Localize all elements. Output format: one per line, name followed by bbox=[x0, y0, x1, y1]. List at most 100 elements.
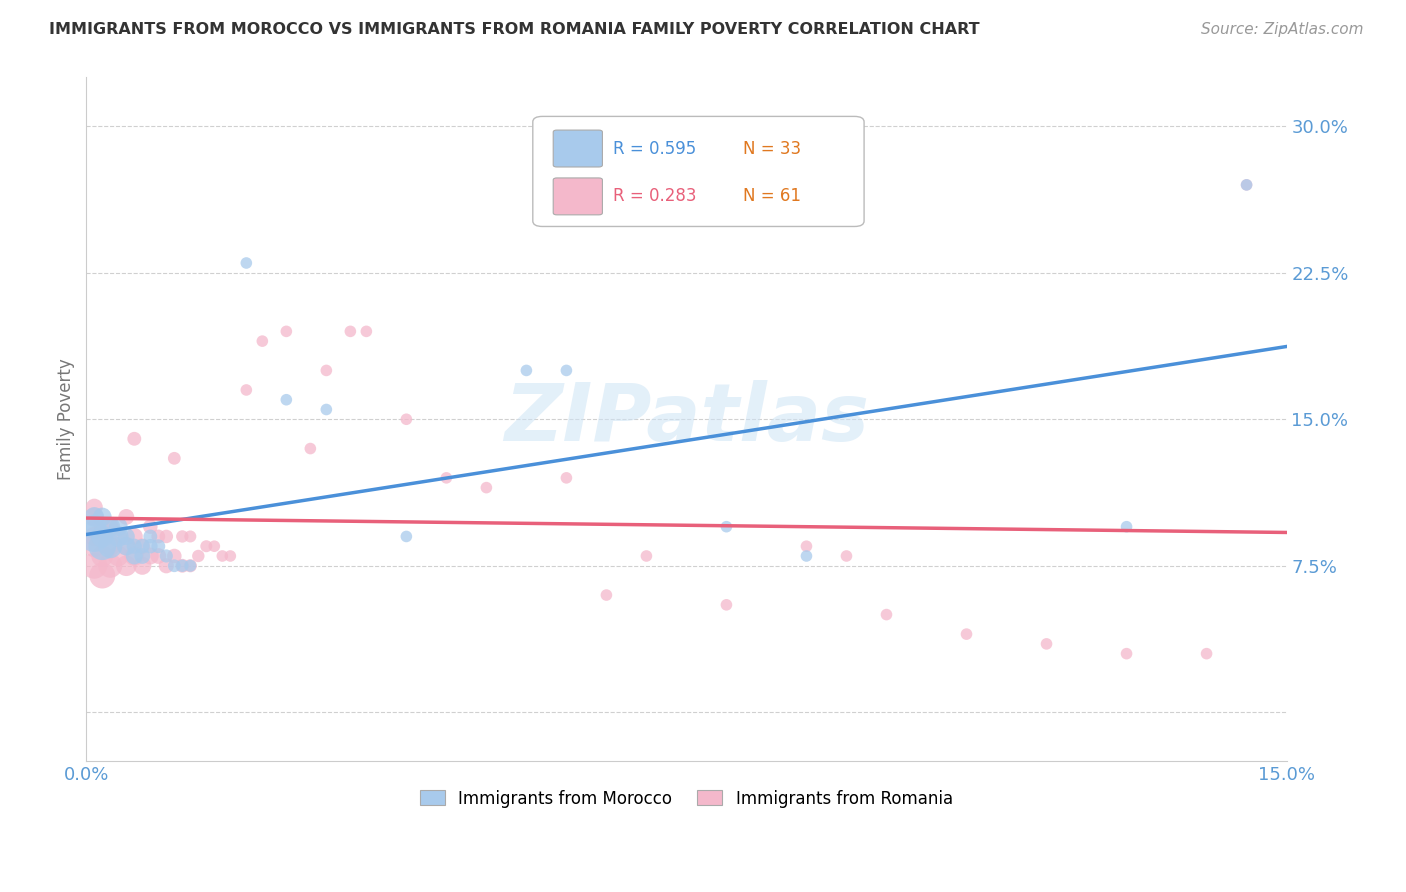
Point bbox=[139, 519, 162, 533]
Point bbox=[172, 558, 194, 573]
Point bbox=[139, 529, 162, 543]
Point bbox=[98, 539, 121, 553]
Point bbox=[91, 529, 114, 543]
Point bbox=[115, 558, 138, 573]
Point bbox=[98, 519, 121, 533]
Point bbox=[83, 539, 105, 553]
Point bbox=[155, 529, 177, 543]
Point bbox=[148, 549, 170, 563]
Point bbox=[1236, 178, 1258, 192]
Point bbox=[315, 363, 337, 377]
Point bbox=[395, 529, 418, 543]
Point bbox=[315, 402, 337, 417]
Point bbox=[1115, 647, 1137, 661]
Point bbox=[148, 529, 170, 543]
Point bbox=[876, 607, 898, 622]
Point bbox=[98, 539, 121, 553]
Point bbox=[716, 598, 738, 612]
Point bbox=[955, 627, 977, 641]
Point bbox=[124, 539, 146, 553]
Point bbox=[163, 558, 186, 573]
Point bbox=[83, 558, 105, 573]
Point bbox=[107, 529, 129, 543]
Point bbox=[211, 549, 233, 563]
Text: Source: ZipAtlas.com: Source: ZipAtlas.com bbox=[1201, 22, 1364, 37]
Text: ZIPatlas: ZIPatlas bbox=[503, 380, 869, 458]
Point bbox=[98, 558, 121, 573]
Point bbox=[107, 549, 129, 563]
Point bbox=[148, 539, 170, 553]
Point bbox=[91, 519, 114, 533]
Point bbox=[131, 539, 153, 553]
Point bbox=[139, 549, 162, 563]
Point bbox=[636, 549, 658, 563]
Text: R = 0.595: R = 0.595 bbox=[613, 139, 696, 158]
Point bbox=[276, 392, 298, 407]
Point bbox=[195, 539, 218, 553]
Point bbox=[1236, 178, 1258, 192]
Point bbox=[172, 558, 194, 573]
Point bbox=[131, 549, 153, 563]
Point bbox=[83, 510, 105, 524]
Point bbox=[395, 412, 418, 426]
Point bbox=[155, 558, 177, 573]
Point bbox=[835, 549, 858, 563]
FancyBboxPatch shape bbox=[553, 130, 602, 167]
Point bbox=[555, 471, 578, 485]
Point bbox=[107, 519, 129, 533]
Point bbox=[235, 256, 257, 270]
Point bbox=[83, 510, 105, 524]
Point bbox=[716, 519, 738, 533]
Point bbox=[299, 442, 322, 456]
Point bbox=[515, 363, 537, 377]
Point bbox=[98, 519, 121, 533]
Point bbox=[179, 558, 201, 573]
Point bbox=[115, 539, 138, 553]
Point bbox=[339, 324, 361, 338]
Point bbox=[131, 539, 153, 553]
Point bbox=[83, 529, 105, 543]
Point bbox=[434, 471, 457, 485]
Point bbox=[595, 588, 617, 602]
Point bbox=[115, 529, 138, 543]
Text: N = 61: N = 61 bbox=[742, 187, 801, 205]
Point bbox=[179, 558, 201, 573]
Y-axis label: Family Poverty: Family Poverty bbox=[58, 359, 75, 480]
Point bbox=[107, 529, 129, 543]
Point bbox=[91, 529, 114, 543]
Point bbox=[91, 510, 114, 524]
Point bbox=[187, 549, 209, 563]
Point bbox=[356, 324, 378, 338]
Point bbox=[276, 324, 298, 338]
Point bbox=[83, 529, 105, 543]
Point bbox=[124, 432, 146, 446]
Point bbox=[131, 558, 153, 573]
Point bbox=[163, 549, 186, 563]
Point bbox=[252, 334, 274, 348]
Point bbox=[91, 539, 114, 553]
Point bbox=[219, 549, 242, 563]
Point bbox=[115, 510, 138, 524]
Text: R = 0.283: R = 0.283 bbox=[613, 187, 697, 205]
Point bbox=[1195, 647, 1218, 661]
Point bbox=[179, 529, 201, 543]
Point bbox=[1035, 637, 1057, 651]
Text: IMMIGRANTS FROM MOROCCO VS IMMIGRANTS FROM ROMANIA FAMILY POVERTY CORRELATION CH: IMMIGRANTS FROM MOROCCO VS IMMIGRANTS FR… bbox=[49, 22, 980, 37]
Point bbox=[124, 529, 146, 543]
Point bbox=[796, 539, 818, 553]
Legend: Immigrants from Morocco, Immigrants from Romania: Immigrants from Morocco, Immigrants from… bbox=[413, 783, 959, 814]
Point bbox=[91, 568, 114, 582]
Point bbox=[139, 539, 162, 553]
Point bbox=[235, 383, 257, 397]
Point bbox=[555, 363, 578, 377]
Point bbox=[124, 549, 146, 563]
Point bbox=[155, 549, 177, 563]
Point bbox=[475, 481, 498, 495]
Point bbox=[83, 500, 105, 515]
Text: N = 33: N = 33 bbox=[742, 139, 801, 158]
Point bbox=[202, 539, 225, 553]
Point bbox=[172, 529, 194, 543]
Point bbox=[163, 451, 186, 466]
Point bbox=[91, 549, 114, 563]
Point bbox=[124, 549, 146, 563]
